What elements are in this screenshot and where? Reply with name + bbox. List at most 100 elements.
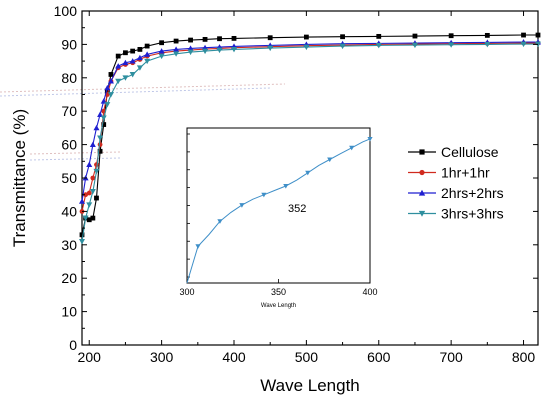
series-point: [79, 232, 85, 238]
series-layer: [79, 32, 541, 245]
series-point: [115, 53, 121, 59]
series-point: [89, 188, 96, 195]
series-point: [202, 36, 208, 42]
inset-series-point: [217, 219, 223, 224]
series-0: [79, 32, 541, 238]
series-point: [144, 58, 151, 65]
series-point: [173, 38, 179, 44]
y-tick-label: 20: [61, 270, 77, 286]
legend-marker: [418, 210, 426, 217]
series-point: [202, 48, 209, 55]
series-point: [267, 45, 274, 52]
series-point: [484, 42, 491, 48]
y-tick-label: 60: [61, 137, 77, 153]
ghost-line: [29, 151, 121, 155]
inset-series-point: [367, 136, 373, 142]
series-point: [83, 192, 89, 198]
y-tick-label: 90: [61, 36, 77, 52]
inset-series-point: [305, 170, 311, 176]
inset-x-axis-label: Wave Length: [261, 303, 296, 309]
x-tick-label: 400: [222, 349, 246, 365]
series-point: [108, 72, 114, 77]
inset-series-point: [261, 192, 267, 198]
inset-layer: 300 350 400 Wave Length 352: [179, 127, 378, 309]
inset-annotation: 352: [288, 203, 306, 215]
series-point: [122, 75, 129, 81]
inset-series-line: [186, 138, 371, 284]
series-point: [79, 239, 85, 245]
series-point: [521, 32, 526, 38]
y-axis-label: Transmittance (%): [10, 109, 29, 247]
y-tick-label: 10: [61, 304, 77, 320]
series-point: [89, 141, 96, 147]
series-point: [217, 36, 222, 42]
series-point: [86, 217, 92, 223]
inset-series-point: [239, 203, 245, 208]
series-point: [90, 215, 96, 221]
series-point: [101, 122, 107, 127]
series-point: [340, 34, 345, 40]
series-point: [187, 49, 194, 56]
inset-series-point: [327, 157, 333, 163]
series-3: [79, 41, 541, 245]
series-point: [375, 43, 382, 49]
y-tick-label: 0: [69, 337, 77, 353]
series-point: [158, 53, 165, 60]
legend-label: 3hrs+3hrs: [441, 206, 504, 222]
series-point: [104, 88, 110, 94]
series-point: [122, 59, 129, 66]
series-point: [94, 195, 99, 201]
x-axis-label: Wave Length: [260, 376, 360, 395]
series-point: [86, 190, 92, 196]
series-point: [303, 34, 309, 40]
x-tick-label: 500: [295, 349, 319, 365]
series-point: [93, 124, 100, 131]
series-point: [104, 102, 111, 108]
series-point: [144, 43, 150, 49]
series-point: [303, 44, 310, 51]
ghost-layer: [0, 83, 286, 161]
inset-x-tick-label: 300: [179, 287, 194, 297]
series-point: [231, 47, 237, 53]
series-point: [97, 148, 103, 154]
ghost-line: [29, 157, 121, 161]
x-tick-label: 200: [78, 349, 102, 365]
y-tick-label: 30: [61, 237, 77, 253]
series-point: [130, 48, 136, 54]
y-tick-label: 40: [61, 203, 77, 219]
series-point: [82, 215, 89, 222]
legend-label: 2hrs+2hrs: [441, 185, 504, 201]
series-point: [129, 72, 136, 78]
x-tick-label: 300: [150, 349, 174, 365]
series-point: [86, 202, 93, 208]
series-point: [339, 43, 346, 50]
series-point: [104, 84, 111, 91]
series-point: [484, 32, 490, 38]
series-point: [93, 168, 100, 175]
series-point: [376, 33, 382, 39]
series-point: [136, 65, 143, 71]
series-point: [188, 37, 193, 43]
series-point: [231, 35, 237, 41]
series-point: [159, 40, 165, 46]
y-tick-label: 80: [61, 70, 77, 86]
inset-x-tick-label: 350: [271, 287, 286, 297]
series-point: [137, 47, 143, 52]
series-point: [412, 33, 418, 39]
legend-layer: Cellulose 1hr+1hr 2hrs+2hrs 3hrs+3hrs: [408, 144, 504, 222]
series-point: [94, 162, 99, 168]
inset-x-tick-label: 400: [362, 287, 377, 297]
x-tick-label: 600: [367, 349, 391, 365]
series-point: [79, 198, 85, 204]
series-point: [267, 35, 273, 41]
ghost-line: [0, 87, 271, 97]
y-tick-label: 100: [54, 3, 78, 19]
series-point: [90, 175, 96, 181]
series-point: [100, 115, 107, 121]
series-point: [123, 50, 128, 56]
legend-marker: [419, 169, 425, 176]
legend-marker: [418, 189, 426, 196]
series-point: [136, 54, 143, 61]
series-point: [411, 42, 418, 49]
